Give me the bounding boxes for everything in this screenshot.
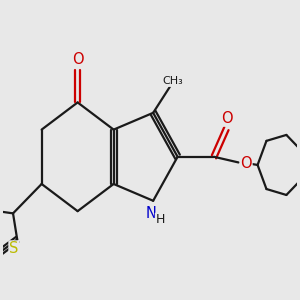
Text: CH₃: CH₃ [162, 76, 183, 86]
Text: H: H [155, 213, 165, 226]
Text: O: O [240, 156, 252, 171]
Text: O: O [72, 52, 83, 68]
Text: S: S [9, 241, 18, 256]
Text: O: O [220, 111, 232, 126]
Text: N: N [146, 206, 157, 221]
